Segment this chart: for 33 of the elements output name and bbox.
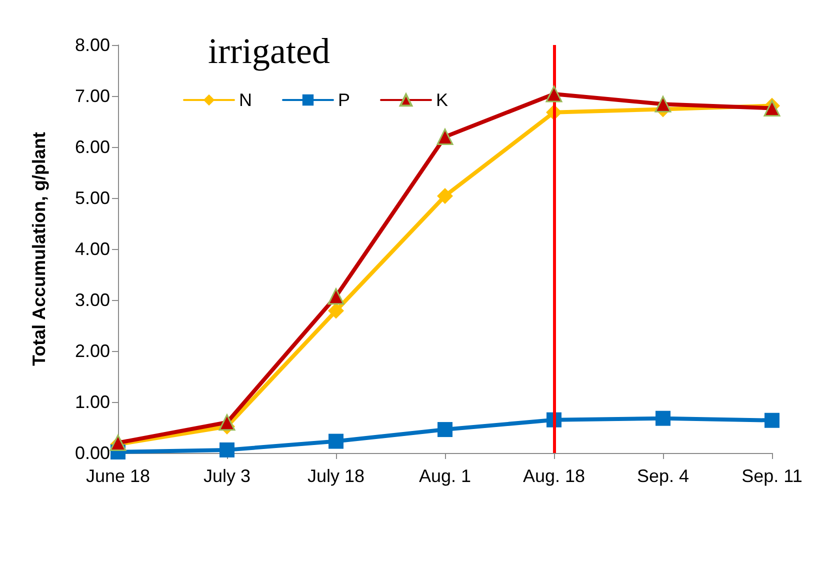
point — [436, 128, 454, 146]
y-tick-label: 8.00 — [74, 35, 110, 55]
y-tick-label: 7.00 — [74, 86, 110, 106]
point — [328, 302, 344, 319]
y-tick-label: 3.00 — [74, 290, 110, 310]
point — [656, 410, 670, 426]
y-tick-label: 0.00 — [74, 443, 110, 463]
point — [218, 414, 236, 431]
point — [764, 412, 780, 428]
chart-title: irrigated — [208, 31, 330, 71]
point — [328, 288, 344, 305]
y-tick-label: 5.00 — [74, 188, 110, 208]
legend-label: P — [338, 90, 350, 110]
x-tick-label: Aug. 18 — [522, 466, 586, 486]
y-tick-label: 4.00 — [74, 239, 110, 259]
legend-label: K — [436, 90, 448, 110]
legend-label: N — [239, 90, 252, 110]
x-tick-label: July 3 — [203, 466, 251, 486]
x-tick-label: Sep. 4 — [636, 466, 690, 486]
point — [438, 422, 452, 438]
y-axis-title: Total Accumulation, g/plant — [29, 132, 49, 366]
point — [654, 96, 672, 112]
x-tick-label: July 18 — [307, 466, 365, 486]
x-tick-label: June 18 — [86, 466, 150, 486]
point — [328, 434, 344, 449]
point — [220, 442, 234, 458]
point — [437, 188, 453, 204]
y-tick-label: 6.00 — [74, 137, 110, 157]
point — [546, 86, 562, 102]
y-tick-label: 1.00 — [74, 392, 110, 412]
x-tick-label: Aug. 1 — [418, 466, 472, 486]
y-tick-label: 2.00 — [74, 341, 110, 361]
x-tick-label: Sep. 11 — [742, 466, 802, 486]
